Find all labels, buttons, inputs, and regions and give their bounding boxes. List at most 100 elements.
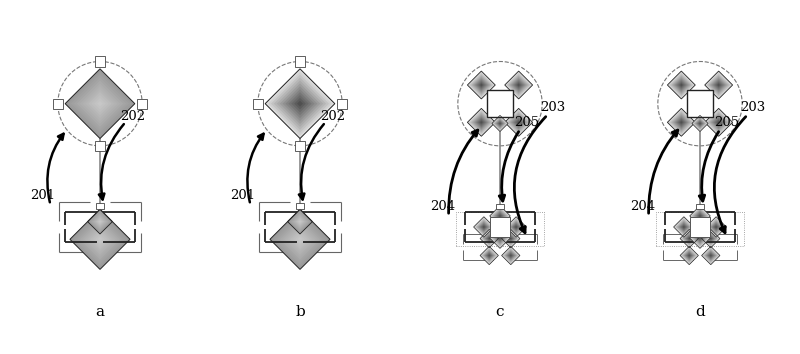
Polygon shape [277,80,323,127]
Polygon shape [715,119,722,126]
Polygon shape [479,120,484,125]
Polygon shape [705,108,733,136]
Polygon shape [699,215,701,217]
Polygon shape [697,120,703,127]
Polygon shape [702,229,720,248]
Polygon shape [499,215,501,217]
Polygon shape [80,83,120,124]
Polygon shape [510,254,512,257]
Polygon shape [490,206,510,225]
Polygon shape [293,215,307,229]
Polygon shape [498,121,502,125]
Polygon shape [475,116,487,128]
Polygon shape [482,231,497,246]
Polygon shape [474,114,490,131]
Polygon shape [698,235,702,241]
Polygon shape [95,234,105,244]
Polygon shape [516,120,521,125]
Polygon shape [86,89,114,118]
Polygon shape [706,234,715,243]
Polygon shape [678,221,690,233]
Polygon shape [294,98,306,109]
Polygon shape [472,113,490,132]
Polygon shape [498,121,502,126]
Polygon shape [499,123,501,124]
Polygon shape [65,69,135,138]
Polygon shape [509,219,524,235]
Text: b: b [295,305,305,319]
Polygon shape [676,219,691,235]
Polygon shape [487,253,491,258]
Polygon shape [712,115,726,129]
Polygon shape [505,108,533,136]
Polygon shape [674,217,694,237]
Polygon shape [297,218,303,225]
Polygon shape [696,212,704,220]
Polygon shape [697,235,703,241]
Polygon shape [515,119,522,126]
Polygon shape [494,232,506,244]
Polygon shape [706,218,726,236]
Polygon shape [482,249,496,262]
Polygon shape [503,248,518,263]
Polygon shape [680,229,698,248]
Polygon shape [506,233,516,244]
Polygon shape [285,224,315,255]
Polygon shape [268,72,332,136]
Polygon shape [82,86,118,121]
Polygon shape [685,234,694,243]
Polygon shape [510,220,523,234]
Polygon shape [77,80,123,127]
Polygon shape [685,251,694,260]
Polygon shape [714,225,718,229]
Polygon shape [669,109,694,135]
Polygon shape [678,119,685,126]
Polygon shape [695,211,705,221]
Polygon shape [693,116,707,131]
Polygon shape [691,207,709,224]
Polygon shape [689,255,690,256]
Bar [95,141,105,151]
Polygon shape [714,80,723,90]
Polygon shape [477,118,486,127]
Polygon shape [710,254,712,257]
Polygon shape [474,218,494,236]
Text: 204: 204 [430,200,456,213]
Polygon shape [693,209,707,223]
Polygon shape [712,223,721,231]
Bar [53,98,63,109]
Polygon shape [514,224,518,229]
Text: c: c [496,305,504,319]
Polygon shape [490,228,510,249]
Polygon shape [692,115,708,132]
Polygon shape [506,109,531,135]
Polygon shape [91,95,109,112]
Polygon shape [471,75,492,96]
Polygon shape [479,223,488,231]
Polygon shape [485,251,494,260]
Polygon shape [677,220,690,234]
Polygon shape [506,250,516,261]
Polygon shape [514,80,523,90]
Polygon shape [75,214,125,264]
Polygon shape [674,77,690,93]
Polygon shape [674,115,688,129]
Polygon shape [698,213,702,218]
Polygon shape [292,213,308,230]
Polygon shape [686,252,692,258]
Polygon shape [690,206,710,226]
Polygon shape [478,222,489,232]
Polygon shape [681,230,698,247]
Polygon shape [510,238,511,239]
Polygon shape [505,249,517,262]
Polygon shape [680,84,682,86]
Polygon shape [713,116,725,128]
Polygon shape [475,218,493,235]
Polygon shape [710,255,711,256]
Polygon shape [88,209,112,234]
Polygon shape [92,213,108,230]
Polygon shape [508,235,514,242]
Polygon shape [93,232,107,247]
Polygon shape [718,84,720,86]
Bar [295,56,305,67]
